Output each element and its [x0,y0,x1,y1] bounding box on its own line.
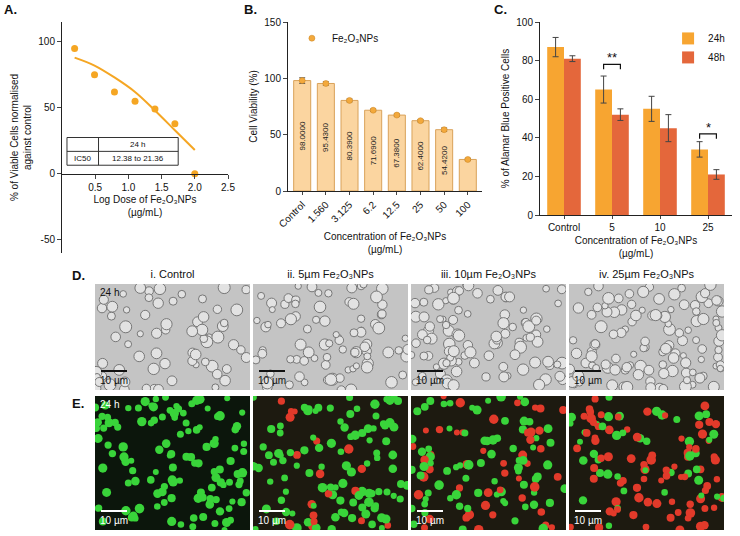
svg-text:71.6900: 71.6900 [369,136,378,165]
svg-text:-50: -50 [41,234,56,245]
html-text:10 µm: 10 µm [100,375,128,386]
svg-text:60: 60 [522,94,534,105]
svg-text:2.5: 2.5 [221,182,235,193]
svg-text:67.3800: 67.3800 [392,138,401,167]
svg-text:Log Dose of Fe₂O₃NPs(µg/mL): Log Dose of Fe₂O₃NPs(µg/mL) [94,194,197,218]
svg-text:24 h: 24 h [130,140,146,149]
svg-text:98.0000: 98.0000 [298,121,307,150]
svg-text:50: 50 [270,129,282,140]
svg-text:6.2: 6.2 [361,199,379,217]
svg-text:0.5: 0.5 [88,182,102,193]
svg-text:0: 0 [527,210,533,221]
svg-text:Cell Viability (%): Cell Viability (%) [248,70,259,143]
html-text:ii. 5µm Fe₂O₃NPs: ii. 5µm Fe₂O₃NPs [287,268,374,280]
svg-text:62.4000: 62.4000 [416,141,425,170]
svg-text:150: 150 [264,17,281,28]
svg-text:100: 100 [264,73,281,84]
html-text:10 µm: 10 µm [574,375,602,386]
svg-text:25: 25 [702,222,714,233]
svg-text:100: 100 [516,17,533,28]
svg-text:Concentration of Fe₂O₃NPs(µg/m: Concentration of Fe₂O₃NPs(µg/mL) [575,235,697,259]
svg-text:5: 5 [609,222,615,233]
html-text:D.: D. [72,268,85,283]
html-text:24 h: 24 h [100,287,120,298]
svg-text:0: 0 [275,186,281,197]
html-text:E.: E. [72,396,85,411]
svg-text:20: 20 [522,171,534,182]
svg-text:80: 80 [522,55,534,66]
svg-text:100: 100 [38,36,55,47]
svg-text:1.0: 1.0 [121,182,135,193]
html-text:iv. 25µm Fe₂O₃NPs: iv. 25µm Fe₂O₃NPs [599,268,694,280]
html-text:i. Control: i. Control [150,268,195,280]
svg-text:48h: 48h [708,52,725,63]
svg-text:*: * [706,120,711,135]
html-text:10 µm: 10 µm [258,375,286,386]
svg-text:Control: Control [548,222,580,233]
svg-text:25: 25 [410,199,426,215]
html-text:10 µm: 10 µm [100,515,128,526]
svg-text:3.125: 3.125 [329,199,355,225]
svg-text:Control: Control [277,199,308,230]
html-text:C.: C. [494,2,507,17]
svg-text:IC50: IC50 [74,154,91,163]
svg-text:24h: 24h [708,33,725,44]
html-text:10 µm: 10 µm [574,515,602,526]
svg-text:1.5: 1.5 [155,182,169,193]
svg-text:Concentration of Fe₂O₃NPs(µg/m: Concentration of Fe₂O₃NPs(µg/mL) [324,231,446,255]
svg-text:1.560: 1.560 [305,199,331,225]
svg-text:12.38 to 21.36: 12.38 to 21.36 [112,154,164,163]
svg-text:80.3900: 80.3900 [345,131,354,160]
svg-text:12.5: 12.5 [380,199,402,221]
svg-text:100: 100 [453,199,473,219]
svg-text:54.4200: 54.4200 [440,146,449,175]
html-text:24 h: 24 h [100,399,120,410]
svg-text:50: 50 [433,199,449,215]
html-text:A.: A. [4,2,17,17]
html-text:B.: B. [244,2,257,17]
html-text:10 µm: 10 µm [416,375,444,386]
svg-text:% of Viable Cells normalisedag: % of Viable Cells normalisedagainst cont… [9,74,33,201]
svg-text:Fe₂O₃NPs: Fe₂O₃NPs [332,33,378,44]
svg-text:% of Alamar Blue Positive Cell: % of Alamar Blue Positive Cells [500,49,511,189]
html-text:iii. 10µm Fe₂O₃NPs: iii. 10µm Fe₂O₃NPs [440,268,537,280]
svg-text:40: 40 [522,132,534,143]
svg-text:10: 10 [654,222,666,233]
svg-text:**: ** [607,50,617,65]
svg-text:0: 0 [49,168,55,179]
html-text:10 µm: 10 µm [416,515,444,526]
svg-text:95.4300: 95.4300 [321,123,330,152]
svg-text:50: 50 [44,102,56,113]
html-text:10 µm: 10 µm [258,515,286,526]
svg-text:2.0: 2.0 [188,182,202,193]
